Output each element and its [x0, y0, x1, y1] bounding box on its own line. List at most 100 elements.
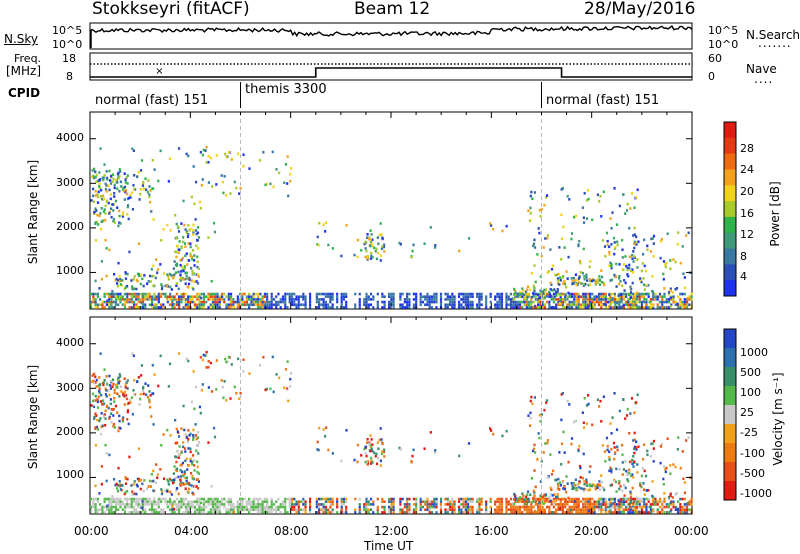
velocity-cell [523, 505, 526, 509]
velocity-cell [439, 505, 443, 509]
power-cell [216, 303, 219, 307]
power-cell [270, 306, 273, 309]
velocity-cell [121, 420, 124, 423]
velocity-cell [304, 503, 307, 506]
velocity-cell [533, 469, 536, 472]
power-cell [518, 295, 521, 298]
velocity-cell [238, 397, 241, 400]
velocity-cell [527, 511, 531, 514]
power-cell [101, 303, 104, 307]
power-cell [152, 187, 155, 190]
velocity-cell [122, 416, 125, 419]
power-cell [550, 283, 553, 287]
power-cell [169, 292, 172, 296]
power-cell [476, 292, 479, 296]
velocity-cell [561, 505, 565, 509]
velocity-cell [685, 508, 689, 512]
power-cell [318, 300, 321, 304]
velocity-cell [284, 368, 288, 371]
velocity-cell [340, 497, 343, 501]
velocity-cell [518, 508, 522, 512]
power-cell [272, 303, 276, 307]
power-cell [651, 275, 654, 278]
velocity-cell [467, 442, 471, 445]
velocity-cell [241, 505, 244, 509]
power-cell [191, 295, 194, 299]
velocity-cell [181, 461, 184, 465]
power-cell [552, 297, 555, 301]
power-cell [663, 306, 666, 309]
power-cell [665, 298, 668, 301]
power-cell [421, 300, 425, 304]
velocity-cell [412, 508, 416, 512]
power-cell [604, 295, 607, 299]
power-cell [184, 254, 187, 258]
velocity-cell [371, 443, 374, 447]
velocity-cell [331, 497, 334, 501]
velocity-cell [132, 511, 136, 514]
power-cell [609, 298, 613, 302]
velocity-cell [498, 508, 501, 512]
velocity-cell [662, 477, 665, 481]
velocity-cell [108, 497, 111, 501]
power-cell [211, 295, 215, 299]
velocity-cell [179, 482, 183, 486]
velocity-cell [168, 362, 172, 366]
velocity-cell [265, 387, 268, 391]
power-cell [290, 300, 294, 304]
power-cell [178, 295, 181, 299]
velocity-cell [116, 411, 119, 414]
power-cell [113, 191, 116, 195]
power-cb-tick-4: 4 [740, 270, 747, 283]
power-cell [112, 295, 115, 299]
power-cell [140, 273, 143, 277]
power-cell [371, 256, 374, 259]
velocity-cell [462, 497, 465, 501]
velocity-cell [257, 511, 260, 514]
velocity-cell [588, 500, 592, 504]
power-cell [263, 300, 267, 304]
power-cell [631, 257, 634, 261]
power-cell [196, 295, 199, 299]
power-cell [192, 223, 195, 227]
power-cell [592, 303, 595, 307]
power-cell [223, 175, 226, 178]
velocity-cell [518, 497, 521, 501]
velocity-cell [227, 508, 230, 512]
velocity-cell [369, 503, 373, 506]
velocity-cell [176, 430, 179, 434]
power-cell [545, 294, 549, 298]
velocity-cell [167, 385, 170, 388]
velocity-cell [220, 379, 223, 382]
power-cell [284, 303, 287, 307]
velocity-cell [645, 488, 649, 492]
velocity-cell [635, 506, 638, 509]
velocity-cell [530, 395, 533, 399]
power-cell [126, 174, 129, 177]
power-cell [565, 285, 568, 289]
velocity-cell [679, 511, 682, 514]
velocity-cell [141, 508, 145, 512]
power-cell [390, 292, 393, 296]
velocity-cell [191, 477, 194, 480]
velocity-cell [536, 505, 540, 509]
velocity-cell [187, 464, 191, 467]
velocity-cell [126, 500, 129, 504]
velocity-cell [112, 505, 115, 509]
power-cell [129, 196, 132, 199]
velocity-cell [685, 439, 688, 442]
power-cell [507, 303, 510, 307]
velocity-cell [262, 355, 265, 359]
velocity-cell [498, 497, 501, 501]
power-cell [372, 306, 375, 309]
power-cell [480, 295, 483, 299]
power-cb-tick-8: 8 [740, 250, 747, 263]
velocity-cell [627, 508, 630, 512]
power-cell [110, 300, 113, 304]
velocity-cell [460, 503, 463, 506]
power-cell [669, 267, 672, 271]
power-cell [331, 295, 334, 299]
power-cell [152, 274, 155, 278]
power-cell [412, 292, 416, 296]
velocity-cell [102, 402, 106, 406]
